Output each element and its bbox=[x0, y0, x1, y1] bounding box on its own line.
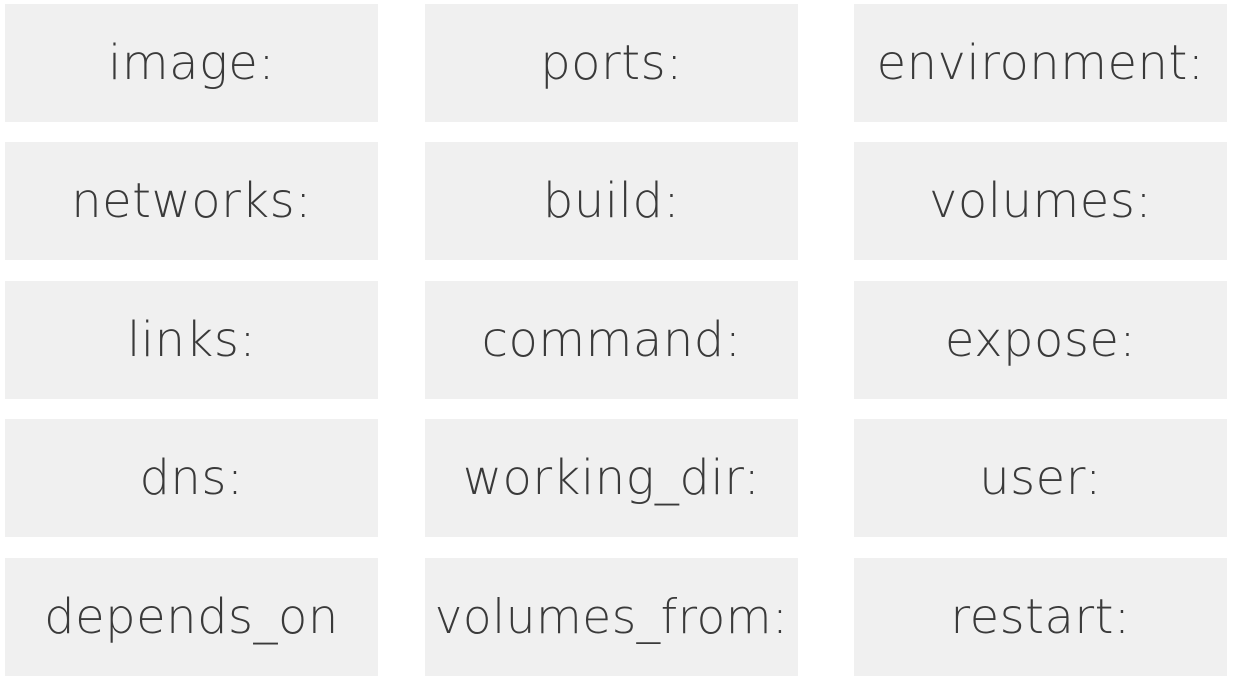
tile-command: command: bbox=[425, 281, 798, 399]
tile-label: image: bbox=[107, 35, 275, 91]
tile-label: working_dir: bbox=[462, 450, 761, 506]
tile-label: volumes_from: bbox=[434, 589, 789, 645]
tile-label: command: bbox=[481, 312, 742, 368]
tile-label: depends_on bbox=[44, 589, 339, 645]
tile-working-dir: working_dir: bbox=[425, 419, 798, 537]
tile-label: environment: bbox=[876, 35, 1205, 91]
tile-label: dns: bbox=[139, 450, 244, 506]
tile-volumes: volumes: bbox=[854, 142, 1227, 260]
tile-ports: ports: bbox=[425, 4, 798, 122]
tile-user: user: bbox=[854, 419, 1227, 537]
tile-label: links: bbox=[126, 312, 257, 368]
tile-volumes-from: volumes_from: bbox=[425, 558, 798, 676]
tile-label: build: bbox=[542, 173, 681, 229]
tile-label: ports: bbox=[540, 35, 683, 91]
tile-expose: expose: bbox=[854, 281, 1227, 399]
tile-label: networks: bbox=[71, 173, 312, 229]
tile-label: volumes: bbox=[929, 173, 1152, 229]
tile-links: links: bbox=[5, 281, 378, 399]
tile-label: user: bbox=[979, 450, 1102, 506]
tile-depends-on: depends_on bbox=[5, 558, 378, 676]
tile-label: expose: bbox=[944, 312, 1137, 368]
tile-build: build: bbox=[425, 142, 798, 260]
tile-image: image: bbox=[5, 4, 378, 122]
tile-environment: environment: bbox=[854, 4, 1227, 122]
tile-networks: networks: bbox=[5, 142, 378, 260]
tile-dns: dns: bbox=[5, 419, 378, 537]
tile-label: restart: bbox=[950, 589, 1131, 645]
tile-restart: restart: bbox=[854, 558, 1227, 676]
